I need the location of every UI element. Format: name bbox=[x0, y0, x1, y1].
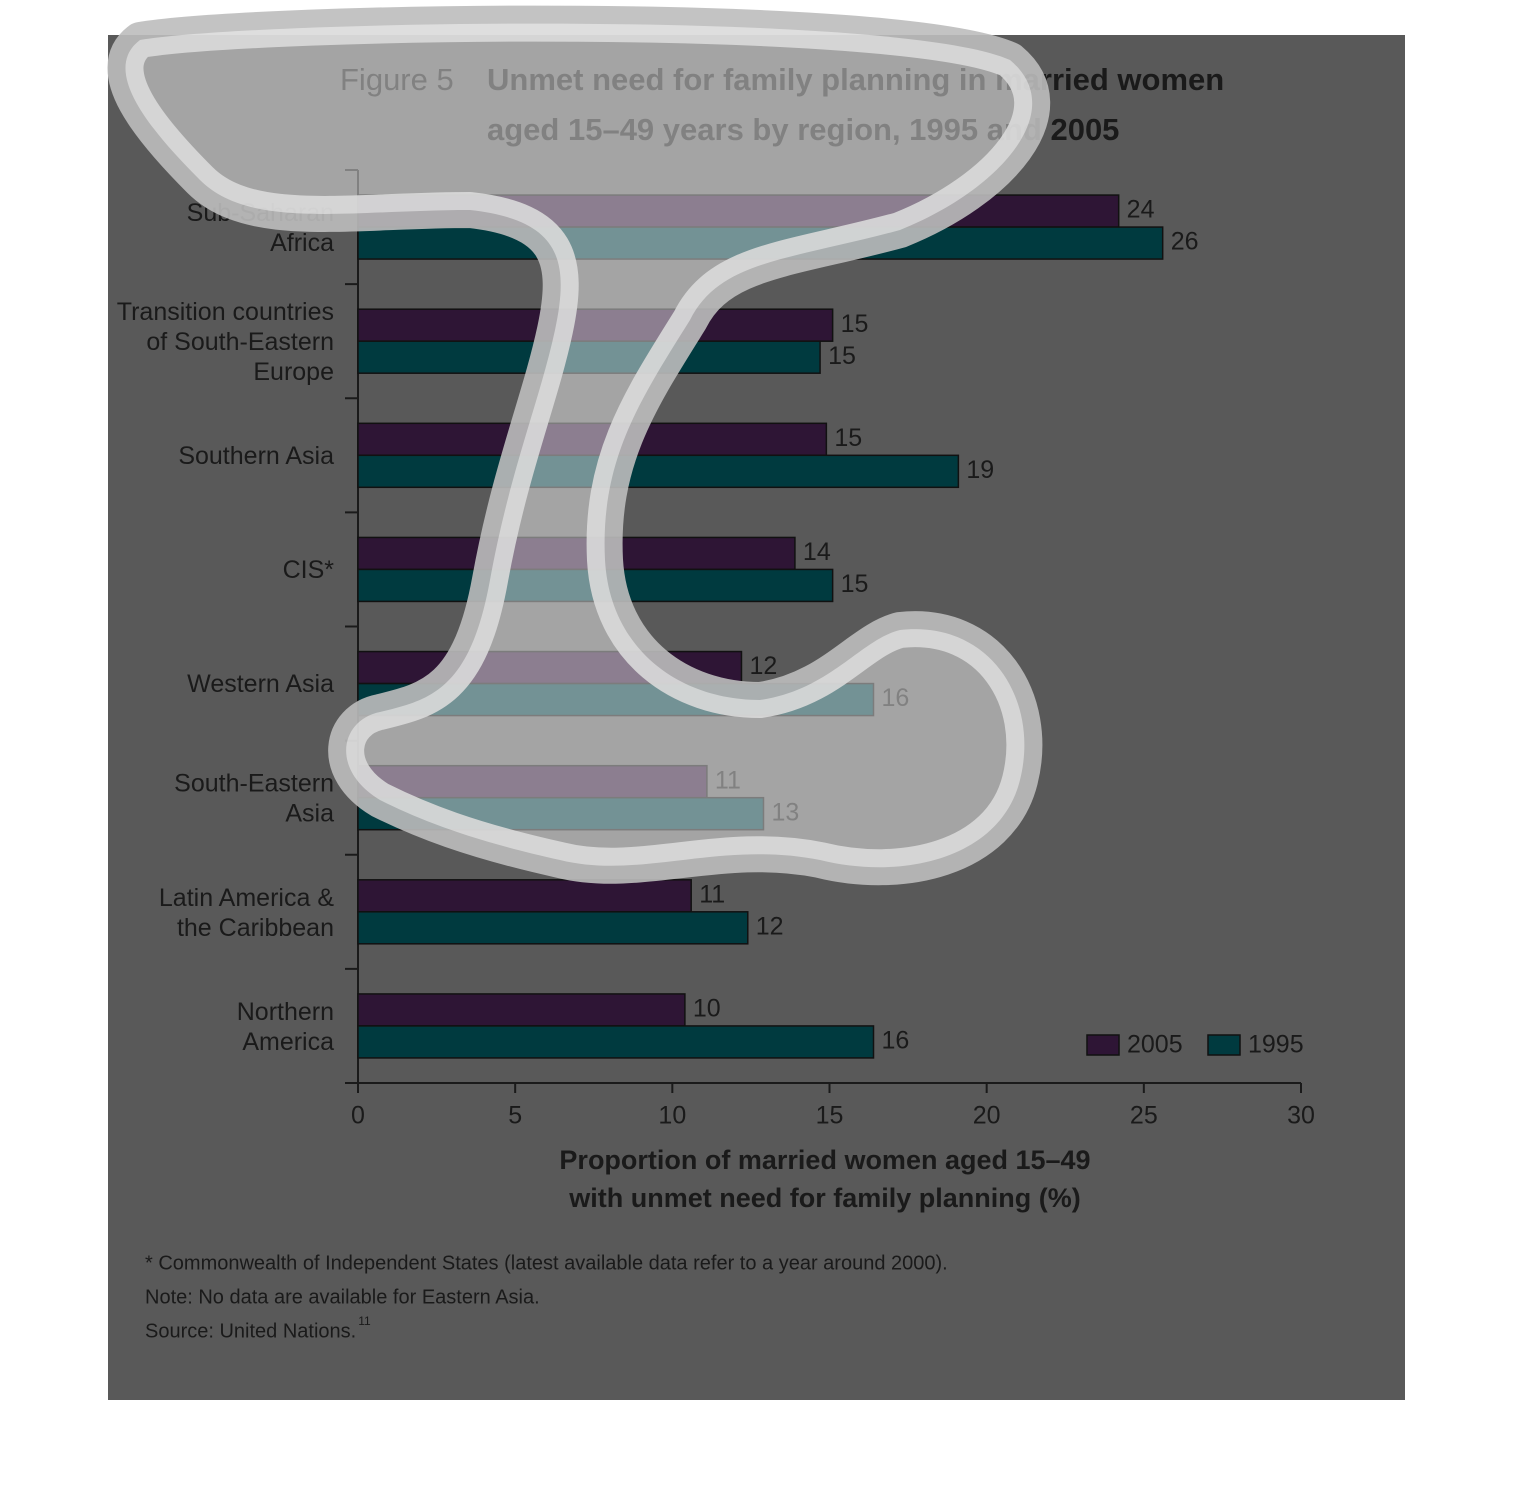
overlay-halo bbox=[107, 5, 1051, 886]
value-label: 14 bbox=[803, 538, 831, 566]
value-label: 15 bbox=[841, 570, 869, 598]
legend-label: 1995 bbox=[1248, 1031, 1304, 1059]
x-tick-label: 15 bbox=[816, 1102, 844, 1130]
figure-label: Figure 5 bbox=[340, 62, 454, 97]
x-tick-label: 5 bbox=[508, 1102, 522, 1130]
bar bbox=[357, 911, 749, 945]
value-label: 24 bbox=[1127, 196, 1155, 224]
category-label: Western Asia bbox=[187, 670, 334, 698]
category-label: CIS* bbox=[283, 556, 335, 584]
x-tick-label: 0 bbox=[351, 1102, 365, 1130]
category-label: Latin America & the Caribbean bbox=[159, 883, 334, 941]
bar bbox=[357, 308, 834, 342]
x-tick-label: 30 bbox=[1287, 1102, 1315, 1130]
source: Source: United Nations. bbox=[145, 1320, 356, 1342]
value-label: 12 bbox=[749, 652, 777, 680]
bar bbox=[357, 993, 686, 1027]
value-label: 16 bbox=[882, 684, 910, 712]
value-label: 11 bbox=[699, 880, 725, 908]
category-label: Transition countries of South-Eastern Euro… bbox=[117, 298, 334, 386]
bar bbox=[357, 340, 821, 374]
x-axis-title: Proportion of married women aged 15–49 wi… bbox=[559, 1145, 1090, 1213]
value-label: 16 bbox=[882, 1027, 910, 1055]
legend-swatch bbox=[1207, 1034, 1241, 1056]
value-label: 15 bbox=[828, 342, 856, 370]
bar bbox=[357, 454, 960, 489]
category-label: Southern Asia bbox=[178, 442, 334, 470]
legend-swatch bbox=[1086, 1034, 1120, 1056]
source-ref: 11 bbox=[358, 1314, 371, 1328]
value-label: 13 bbox=[771, 798, 799, 826]
bar bbox=[357, 536, 796, 571]
value-label: 11 bbox=[715, 766, 741, 794]
x-tick-label: 20 bbox=[973, 1102, 1001, 1130]
value-label: 15 bbox=[834, 424, 862, 452]
value-label: 15 bbox=[841, 310, 869, 338]
value-label: 19 bbox=[966, 456, 994, 484]
overlay-blob bbox=[125, 23, 1033, 868]
note: Note: No data are available for Eastern … bbox=[145, 1286, 540, 1308]
value-label: 26 bbox=[1171, 228, 1199, 256]
value-label: 10 bbox=[693, 995, 721, 1023]
bar bbox=[357, 422, 828, 457]
x-tick-label: 10 bbox=[658, 1102, 686, 1130]
category-label: South-Eastern Asia bbox=[174, 769, 334, 827]
x-tick-label: 25 bbox=[1130, 1102, 1158, 1130]
note: * Commonwealth of Independent States (la… bbox=[145, 1252, 948, 1274]
bar bbox=[357, 1025, 875, 1059]
value-label: 12 bbox=[756, 912, 784, 940]
legend-label: 2005 bbox=[1127, 1031, 1183, 1059]
category-label: Northern America bbox=[237, 998, 334, 1056]
bar bbox=[357, 879, 692, 913]
